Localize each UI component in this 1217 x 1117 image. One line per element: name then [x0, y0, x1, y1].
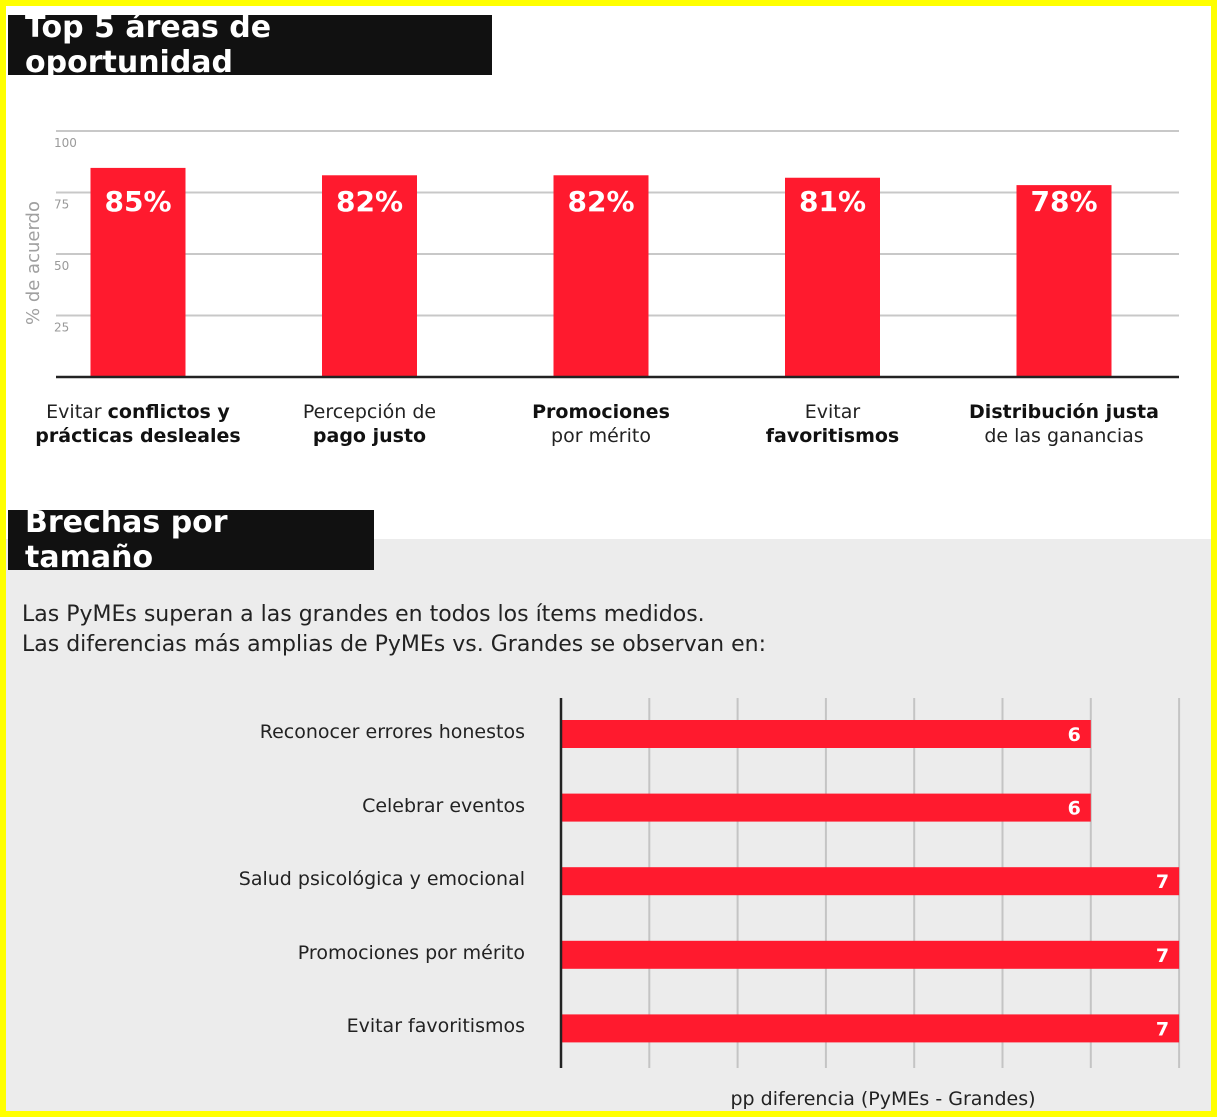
category-label-line: favoritismos — [718, 424, 948, 448]
x-axis-label: pp diferencia (PyMEs - Grandes) — [730, 1088, 1035, 1110]
bar-value-label: 85% — [104, 185, 171, 218]
category-label-line: Distribución justa — [949, 400, 1179, 424]
x-category-label: Evitar favoritismos — [718, 400, 948, 448]
bar — [561, 720, 1091, 748]
y-tick-label: 50 — [54, 259, 69, 273]
category-label-line: Percepción de — [255, 400, 485, 424]
x-category-label: Evitar conflictos y prácticas desleales — [23, 400, 253, 448]
category-label-bold-text: favoritismos — [765, 425, 900, 447]
bar-value-label: 7 — [1156, 871, 1169, 893]
top5-bar-chart: 25 50 75 100 % de acuerdo 85% 82% 82% 81% 78% — [23, 130, 1179, 379]
y-category-label: Reconocer errores honestos — [259, 721, 525, 743]
category-label-bold-text: conflictos y — [107, 401, 230, 423]
brechas-section-title: Brechas por tamaño — [8, 505, 374, 575]
bar — [785, 177, 880, 377]
category-label-line: Promociones — [486, 400, 716, 424]
intro-line-2: Las diferencias más amplias de PyMEs vs.… — [22, 632, 766, 657]
category-label-bold-text: pago justo — [312, 425, 427, 447]
brechas-title-text: Brechas por tamaño — [25, 505, 228, 575]
bar — [561, 867, 1180, 896]
category-label-bold-text: Distribución justa — [969, 401, 1159, 423]
bar-value-label: 7 — [1156, 945, 1169, 967]
y-category-label: Evitar favoritismos — [346, 1015, 525, 1038]
top5-section-title: Top 5 áreas de oportunidad — [8, 10, 492, 80]
category-label-line: por mérito — [486, 424, 716, 448]
brechas-intro: Las PyMEs superan a las grandes en todos… — [22, 600, 1022, 660]
category-label-bold-text: Promociones — [532, 401, 670, 423]
category-label-text: Percepción de — [302, 401, 437, 423]
y-tick-label: 100 — [54, 136, 77, 150]
bar — [561, 793, 1091, 822]
intro-line-1: Las PyMEs superan a las grandes en todos… — [22, 602, 705, 627]
category-label-text: de las ganancias — [984, 425, 1144, 447]
category-label-line: prácticas desleales — [23, 424, 253, 448]
bar-value-label: 82% — [336, 185, 403, 218]
category-label-line: Evitar — [718, 400, 948, 424]
category-label-line: de las ganancias — [949, 424, 1179, 448]
bar — [1016, 185, 1112, 377]
bar-value-label: 7 — [1156, 1018, 1169, 1040]
brechas-bar-chart: 6 6 7 7 7 pp diferencia (PyMEs - Grandes) — [559, 698, 1181, 1110]
y-tick-label: 75 — [54, 198, 69, 212]
y-category-label: Salud psicológica y emocional — [238, 868, 525, 891]
category-label-text: Evitar — [46, 401, 108, 423]
bar — [553, 175, 649, 377]
bar — [561, 940, 1180, 969]
category-label-text: Evitar — [804, 401, 861, 423]
y-category-label: Promociones por mérito — [297, 941, 525, 964]
bar-value-label: 82% — [567, 185, 634, 218]
bar — [90, 167, 186, 377]
category-label-line: pago justo — [255, 424, 485, 448]
x-category-label: Promociones por mérito — [486, 400, 716, 448]
bar-value-label: 6 — [1068, 724, 1081, 746]
bar — [322, 175, 417, 377]
bar-value-label: 6 — [1068, 798, 1081, 820]
x-category-label: Percepción de pago justo — [255, 400, 485, 448]
bar-value-label: 81% — [799, 185, 866, 218]
category-label-text: por mérito — [551, 425, 651, 447]
y-axis-label: % de acuerdo — [23, 201, 44, 325]
bar-value-label: 78% — [1030, 185, 1097, 218]
y-tick-label: 25 — [54, 321, 69, 335]
category-label-bold-text: prácticas desleales — [35, 425, 241, 447]
x-category-label: Distribución justa de las ganancias — [949, 400, 1179, 448]
category-label-line: Evitar conflictos y — [23, 400, 253, 424]
y-category-label: Celebrar eventos — [362, 794, 525, 817]
top5-title-text: Top 5 áreas de oportunidad — [25, 10, 272, 80]
bar — [561, 1014, 1180, 1043]
